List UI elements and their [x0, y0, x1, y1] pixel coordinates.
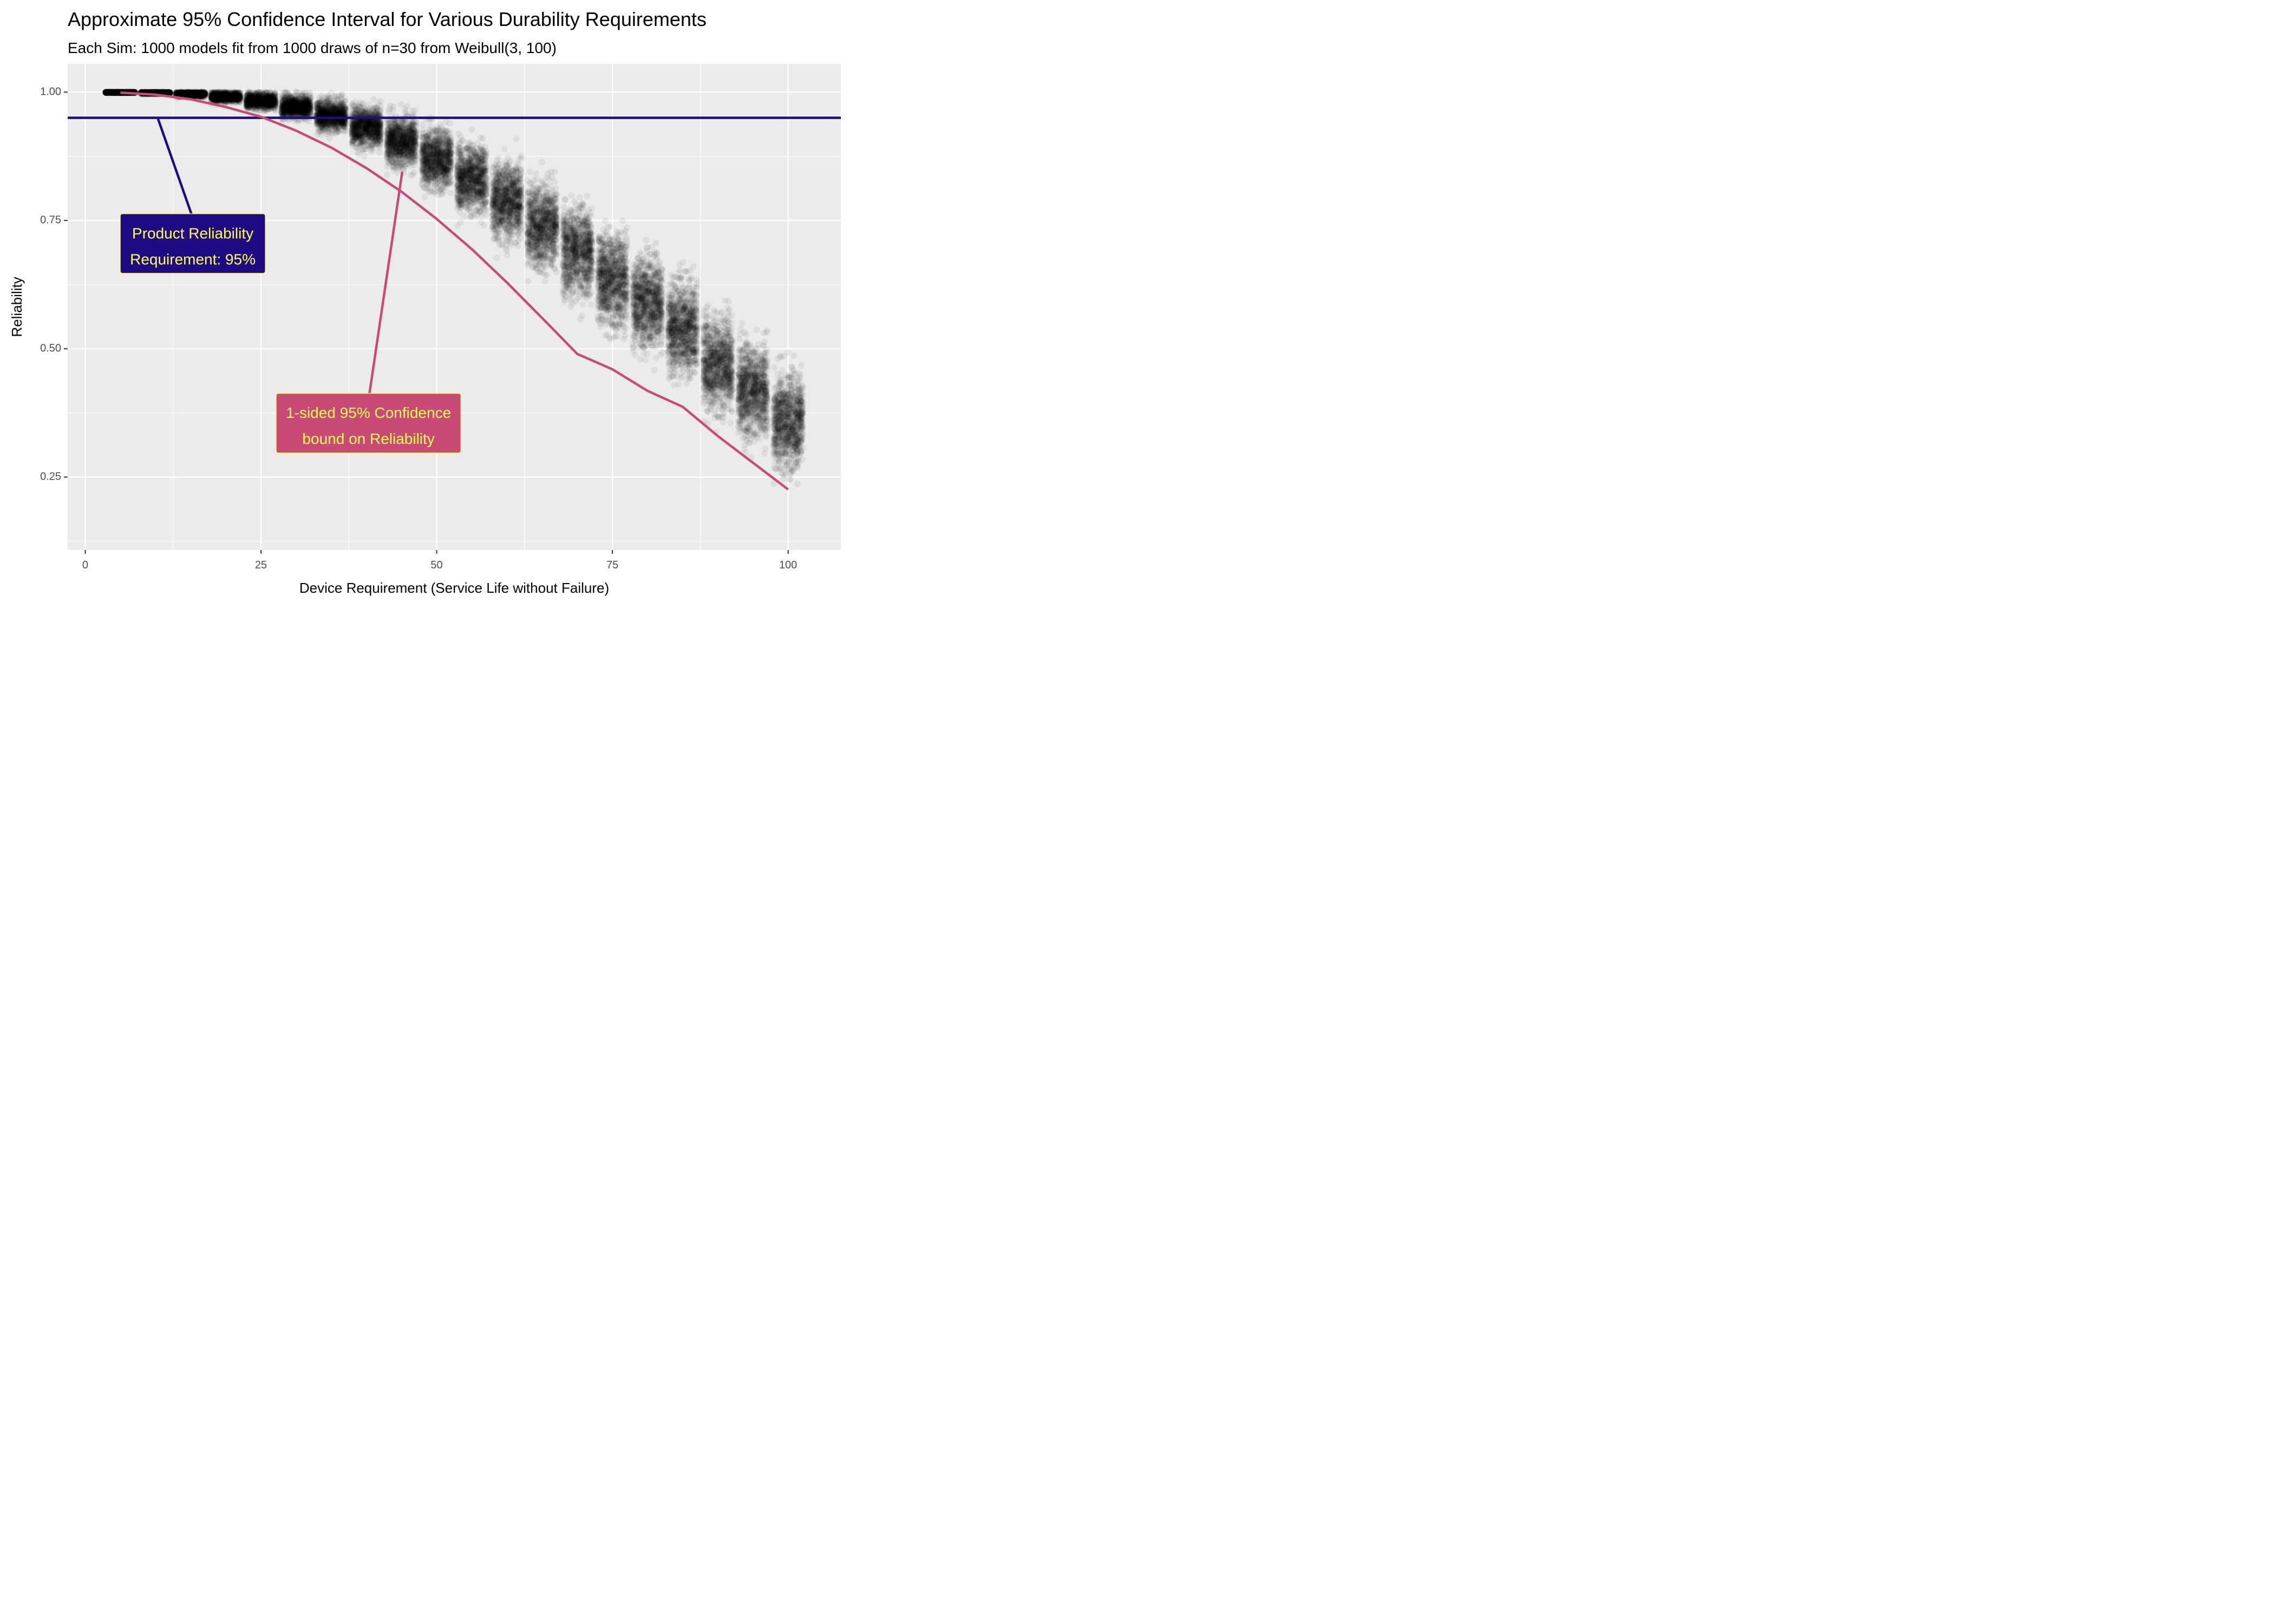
sim-point: [115, 89, 121, 96]
sim-point: [114, 89, 121, 96]
sim-point: [116, 89, 123, 96]
sim-point: [115, 89, 122, 96]
sim-point: [227, 95, 234, 102]
sim-point: [114, 89, 121, 96]
sim-point: [104, 89, 111, 96]
sim-point: [112, 89, 119, 96]
sim-point: [112, 89, 119, 96]
sim-point: [218, 89, 225, 96]
sim-point: [233, 95, 240, 102]
simulation-points: [102, 89, 806, 487]
sim-point: [107, 89, 114, 96]
sim-point: [211, 93, 217, 100]
sim-point: [109, 89, 116, 96]
sim-point: [114, 89, 121, 96]
reliability-chart: Approximate 95% Confidence Interval for …: [9, 8, 841, 596]
sim-point: [108, 89, 115, 96]
sim-point: [107, 89, 114, 96]
sim-point: [106, 89, 113, 96]
sim-point: [114, 89, 121, 96]
sim-point: [115, 89, 122, 96]
sim-point: [104, 89, 111, 96]
plot-panel: [68, 64, 841, 550]
sim-point: [113, 89, 120, 96]
sim-point: [102, 89, 109, 96]
sim-point: [102, 89, 109, 96]
sim-point: [103, 89, 110, 96]
sim-point: [107, 89, 114, 96]
sim-point: [114, 89, 121, 96]
sim-point: [112, 89, 119, 96]
sim-point: [117, 89, 124, 96]
sim-point: [105, 89, 112, 96]
sim-point: [105, 89, 112, 96]
sim-point: [103, 89, 110, 96]
sim-point: [108, 89, 115, 96]
sim-point: [218, 97, 225, 104]
sim-point: [107, 89, 114, 96]
sim-point: [106, 89, 113, 96]
sim-point: [108, 89, 115, 96]
sim-point: [111, 89, 117, 96]
sim-point: [116, 89, 123, 96]
sim-point: [225, 89, 232, 96]
sim-point: [107, 89, 114, 96]
sim-point: [104, 89, 112, 96]
sim-point: [110, 89, 117, 96]
sim-point: [116, 89, 123, 96]
sim-point: [112, 89, 119, 96]
sim-point: [113, 89, 120, 96]
chart-subtitle: Each Sim: 1000 models fit from 1000 draw…: [68, 40, 557, 56]
sim-point: [117, 89, 123, 96]
sim-point: [108, 89, 115, 96]
sim-point: [108, 89, 115, 96]
sim-point: [195, 92, 202, 99]
sim-point: [116, 89, 123, 96]
sim-point: [184, 90, 191, 97]
sim-point: [102, 89, 109, 96]
sim-point: [109, 89, 116, 96]
sim-point: [103, 89, 110, 96]
sim-point: [104, 89, 112, 96]
sim-point: [107, 89, 114, 96]
sim-point: [177, 90, 183, 97]
chart-title: Approximate 95% Confidence Interval for …: [68, 8, 707, 30]
sim-point: [112, 89, 119, 96]
sim-point: [102, 89, 109, 96]
sim-point: [109, 89, 116, 96]
sim-point: [108, 89, 115, 96]
